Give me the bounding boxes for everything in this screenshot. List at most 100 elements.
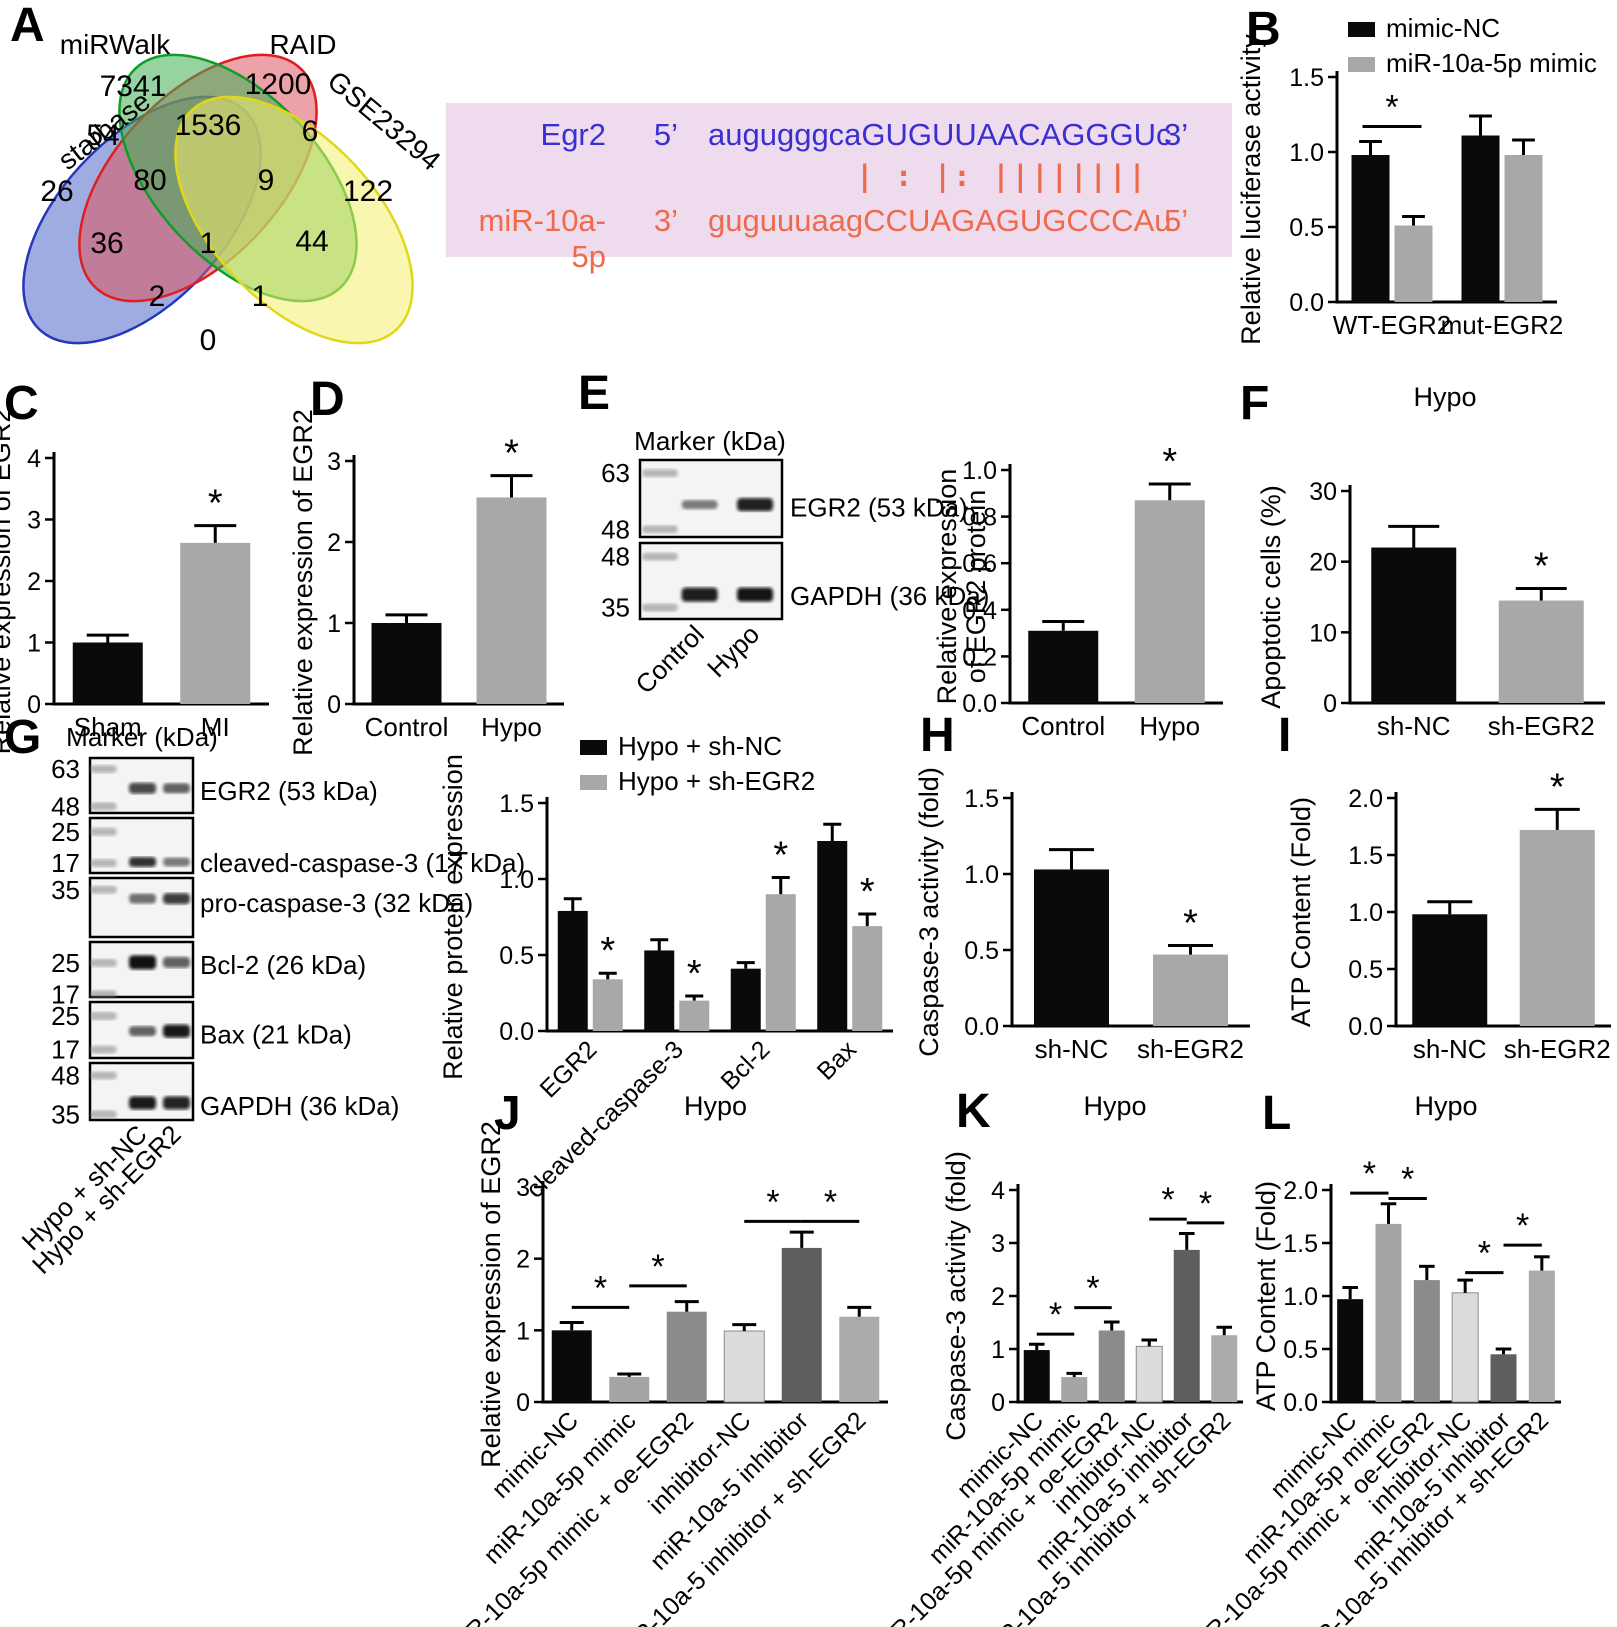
- band-label: Bcl-2 (26 kDa): [200, 950, 366, 980]
- legend-swatch: [1348, 57, 1375, 72]
- protein-band: [163, 783, 191, 794]
- y-tick-label: 3: [27, 507, 41, 535]
- bar: [781, 1247, 822, 1402]
- bar: [1023, 1350, 1050, 1402]
- y-tick-label: 0.0: [1289, 289, 1324, 317]
- marker-band: [89, 958, 117, 967]
- bar: [1371, 547, 1457, 703]
- y-tick-label: 0.8: [962, 504, 997, 532]
- significance-star: *: [1049, 1296, 1062, 1334]
- panel-label-l: L: [1262, 1087, 1292, 1140]
- mirna-left-end: 3’: [653, 203, 679, 238]
- significance-star: *: [860, 871, 875, 913]
- significance-star: *: [687, 953, 702, 995]
- band-label: EGR2 (53 kDa): [790, 493, 968, 523]
- venn-set-label: miRWalk: [60, 29, 171, 60]
- venn-count-starbase_raid: 36: [90, 227, 123, 260]
- category-label: Bax: [812, 1035, 863, 1086]
- marker-band: [641, 469, 678, 478]
- y-tick-label: 1: [991, 1336, 1005, 1364]
- bar: [1375, 1223, 1402, 1402]
- gene-left-end: 5’: [653, 117, 679, 152]
- bar: [1135, 1345, 1163, 1403]
- protein-band: [681, 587, 718, 602]
- y-tick-label: 3: [516, 1174, 530, 1202]
- marker-weight-label: 35: [51, 875, 80, 905]
- significance-star: *: [594, 1269, 607, 1307]
- panel-label-h: H: [920, 709, 955, 762]
- y-tick-label: 20: [1309, 549, 1337, 577]
- chart-title: Hypo: [1413, 382, 1476, 412]
- bar: [1519, 829, 1595, 1026]
- protein-band: [129, 782, 157, 794]
- y-tick-label: 0.5: [964, 937, 999, 965]
- marker-header: Marker (kDa): [66, 722, 218, 752]
- y-tick-label: 0: [327, 691, 341, 719]
- chart-title: Hypo: [1414, 1091, 1477, 1121]
- gene-name: Egr2: [540, 117, 606, 152]
- y-tick-label: 4: [991, 1177, 1005, 1205]
- bar: [1173, 1249, 1200, 1402]
- legend-label: mimic-NC: [1386, 13, 1500, 43]
- marker-weight-label: 48: [601, 542, 630, 572]
- protein-band: [163, 956, 191, 968]
- protein-band: [129, 857, 157, 867]
- bar: [1351, 155, 1390, 302]
- y-axis-label: Caspase-3 activity (fold): [914, 767, 944, 1057]
- band-label: GAPDH (36 kDa): [790, 581, 989, 611]
- marker-weight-label: 48: [601, 514, 630, 544]
- bar: [72, 642, 143, 704]
- category-label: Hypo: [1139, 711, 1200, 741]
- significance-star: *: [1478, 1235, 1491, 1273]
- gene-right-end: 3’: [1164, 117, 1189, 152]
- band-label: EGR2 (53 kDa): [200, 776, 378, 806]
- category-label: sh-EGR2: [1137, 1034, 1244, 1064]
- panel-label-a: A: [10, 0, 45, 52]
- venn-count-mirwalk_gse: 44: [295, 225, 328, 258]
- bar: [644, 950, 675, 1031]
- significance-star: *: [208, 483, 223, 525]
- protein-band: [681, 500, 718, 510]
- marker-band: [89, 827, 117, 836]
- marker-band: [641, 552, 678, 561]
- venn-count-mirwalk_only: 7341: [100, 70, 167, 103]
- y-tick-label: 0.6: [962, 550, 997, 578]
- y-tick-label: 2: [991, 1283, 1005, 1311]
- y-tick-label: 4: [27, 445, 41, 473]
- venn-count-all_four: 1: [200, 227, 217, 260]
- bar: [476, 497, 547, 704]
- marker-weight-label: 17: [51, 1035, 80, 1065]
- panel-label-e: E: [578, 367, 611, 420]
- significance-star: *: [600, 930, 615, 972]
- significance-star: *: [1385, 89, 1398, 127]
- category-label: Control: [365, 712, 449, 742]
- band-label: cleaved-caspase-3 (17 kDa): [200, 848, 525, 878]
- marker-weight-label: 25: [51, 817, 80, 847]
- bar: [730, 968, 761, 1031]
- legend-swatch: [1348, 22, 1375, 37]
- category-label: sh-NC: [1377, 711, 1451, 741]
- lane-label: Hypo: [701, 619, 765, 683]
- y-tick-label: 0.0: [964, 1013, 999, 1041]
- y-tick-label: 1: [327, 610, 341, 638]
- venn-ellipse-GSE23294: [174, 95, 414, 345]
- y-tick-label: 0.5: [499, 942, 534, 970]
- y-tick-label: 2: [27, 568, 41, 596]
- category-label: Sham: [74, 712, 142, 742]
- marker-weight-label: 63: [601, 458, 630, 488]
- protein-band: [737, 587, 774, 602]
- y-tick-label: 0: [1323, 690, 1337, 718]
- significance-star: *: [504, 433, 519, 475]
- y-axis-label: Relative expression of EGR2: [288, 409, 318, 756]
- marker-weight-label: 25: [51, 948, 80, 978]
- alignment-bottom-row: miR-10a-5p 3’ guguuuaagCCUAGAGUGCCCAu 5’: [446, 203, 1232, 274]
- sequence-alignment-box: Egr2 5’ augugggcaGUGUUAACAGGGUc 3’ | : |…: [446, 103, 1232, 274]
- bar: [551, 1330, 592, 1402]
- bar: [666, 1311, 707, 1402]
- bar: [1490, 1354, 1517, 1402]
- bar: [1498, 600, 1584, 703]
- category-label: sh-EGR2: [1488, 711, 1595, 741]
- bar: [1028, 630, 1099, 703]
